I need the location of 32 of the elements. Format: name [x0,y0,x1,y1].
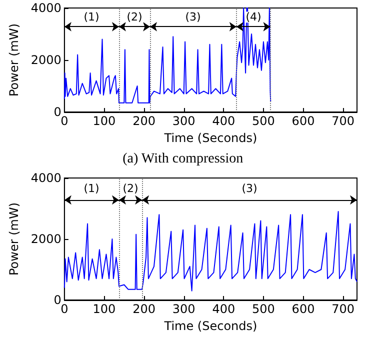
x-tick-label: 300 [172,114,196,128]
annotation: (4) [246,10,262,24]
x-tick-label: 400 [212,302,236,316]
x-tick-label: 600 [292,114,315,128]
x-tick-label: 200 [132,114,156,128]
x-tick-label: 400 [212,114,236,128]
x-tick-label: 500 [252,302,275,316]
annotation: (3) [242,182,258,196]
annotation: (2) [122,182,138,196]
x-axis-title: Time (Seconds) [163,318,258,333]
x-tick-label: 700 [332,302,355,316]
annotation: (2) [126,10,142,24]
x-tick-label: 100 [92,114,116,128]
x-tick-label: 100 [92,302,116,316]
x-tick-label: 600 [292,302,315,316]
y-tick-label: 2000 [30,53,62,67]
annotation: (1) [84,10,100,24]
y-axis-title: Power (mW) [7,202,21,276]
y-tick-label: 0 [54,293,62,307]
annotation: (3) [185,10,201,24]
y-tick-label: 4000 [30,171,62,185]
x-tick-label: 500 [252,114,275,128]
x-tick-label: 300 [172,302,196,316]
y-axis-title: Power (mW) [7,23,21,97]
annotation: (1) [84,182,100,196]
x-axis-title: Time (Seconds) [163,130,258,145]
y-tick-label: 0 [54,105,62,119]
x-tick-label: 700 [332,114,355,128]
y-tick-label: 2000 [30,232,62,246]
x-tick-label: 200 [132,302,156,316]
y-tick-label: 4000 [30,1,62,15]
text: (a) With compression [122,152,244,166]
